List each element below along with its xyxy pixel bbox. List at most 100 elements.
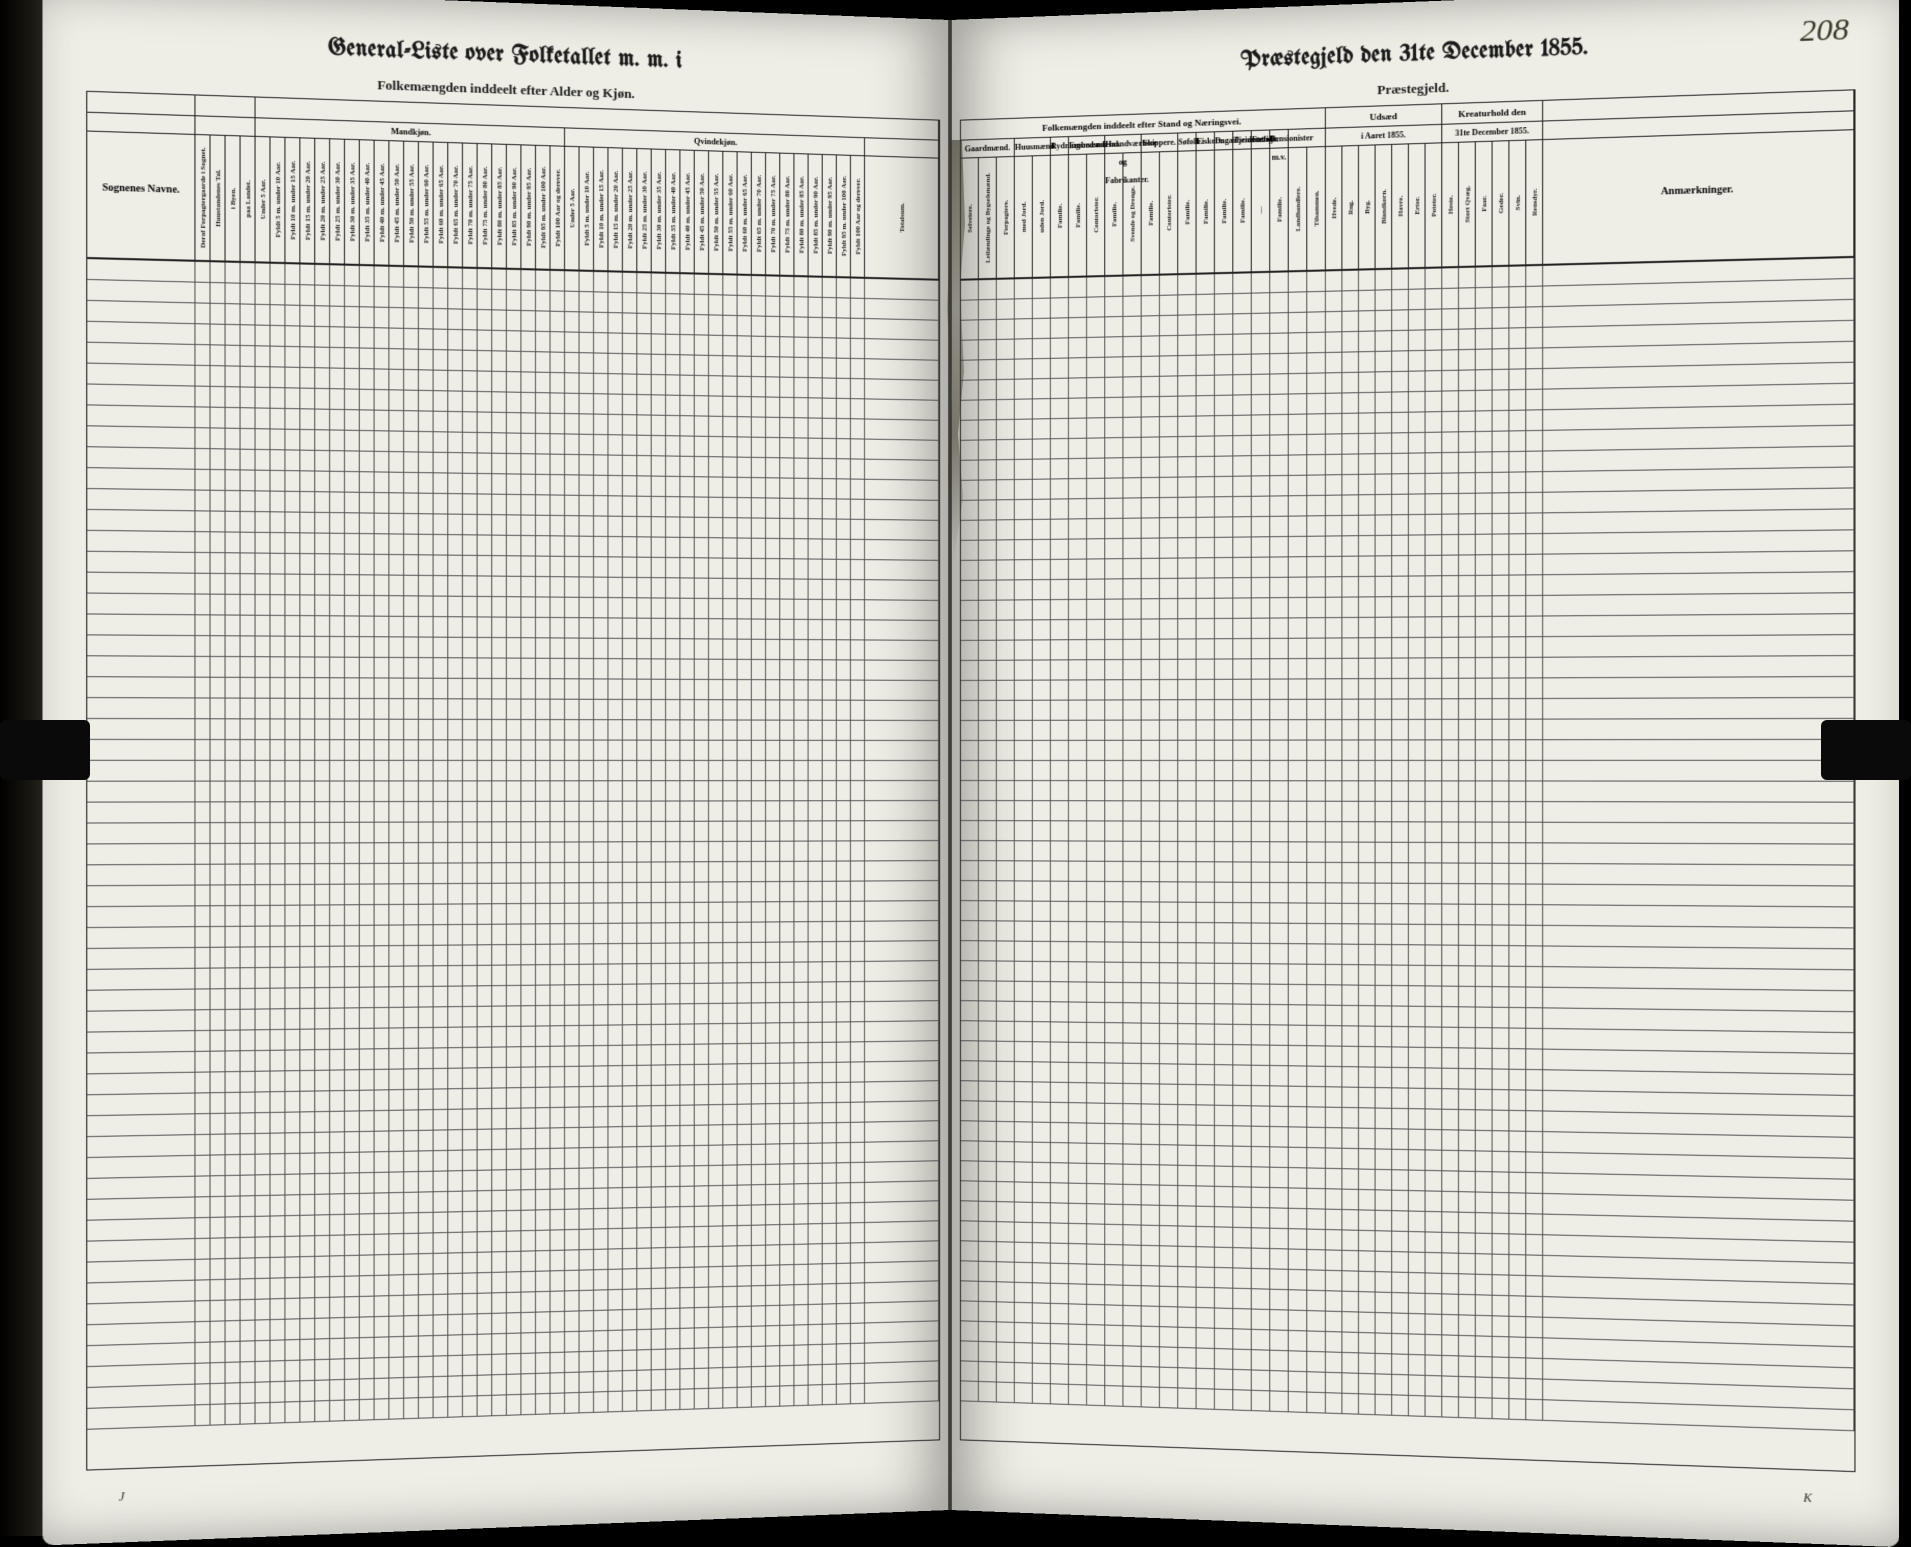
table-row — [87, 781, 939, 803]
table-row — [87, 698, 939, 721]
age-q-11: Fyldt 55 m. under 60 Aar. — [723, 152, 737, 274]
kreatur-subtitle: 31te December 1855. — [1442, 122, 1543, 143]
age-q-0: Under 5 Aar. — [565, 147, 579, 270]
kreatur-col-2: Faar. — [1476, 142, 1493, 266]
age-q-6: Fyldt 30 m. under 35 Aar. — [652, 150, 666, 272]
class-group: Embedsmænd. — [1069, 136, 1105, 154]
udsaed-col-4: Havre. — [1392, 144, 1409, 267]
udsaed-col-2: Byg. — [1359, 145, 1376, 268]
pre-col-1: Huustandenes Tal. — [211, 135, 226, 260]
left-page: General-Liste over Folketallet m. m. i F… — [43, 0, 950, 1545]
kreatur-col-4: Svin. — [1509, 141, 1526, 265]
age-m-7: Fyldt 35 m. under 40 Aar. — [360, 140, 375, 264]
udsaed-header: Udsæd — [1326, 104, 1442, 127]
age-q-10: Fyldt 50 m. under 55 Aar. — [709, 151, 723, 273]
class-col-16: — — [1252, 149, 1270, 271]
right-page: 208 Præstegjeld den 31te December 1855. … — [950, 0, 1899, 1547]
class-col-5: Familie. — [1051, 155, 1069, 276]
pre-col-0: Deraf Forpagtergaarde i Sognet. — [195, 135, 210, 260]
class-col-4: uden Jord. — [1033, 156, 1051, 277]
trail-col-0: Landhandlere. — [1289, 148, 1308, 271]
age-m-0: Under 5 Aar. — [256, 137, 271, 262]
age-m-12: Fyldt 60 m. under 65 Aar. — [434, 143, 449, 267]
age-m-4: Fyldt 20 m. under 25 Aar. — [315, 139, 330, 263]
age-q-15: Fyldt 75 m. under 80 Aar. — [780, 154, 794, 275]
udsaed-col-5: Erter. — [1409, 144, 1426, 267]
age-q-3: Fyldt 15 m. under 20 Aar. — [608, 148, 622, 271]
right-table-header: Folkemængden inddeelt efter Stand og Nær… — [961, 90, 1854, 280]
class-col-15: Familie. — [1233, 149, 1251, 271]
class-group: Fiskere. — [1197, 132, 1215, 150]
age-m-6: Fyldt 30 m. under 35 Aar. — [345, 140, 360, 264]
age-q-2: Fyldt 10 m. under 15 Aar. — [594, 148, 608, 271]
age-q-12: Fyldt 60 m. under 65 Aar. — [738, 152, 752, 274]
class-group: Pensionister m.v. — [1270, 130, 1289, 148]
class-group: Gaardmænd. — [961, 139, 1015, 158]
class-group: Huusmænd. — [1015, 138, 1051, 156]
class-col-10: Familie. — [1142, 152, 1160, 274]
left-table-header: Mandkjøn.Qvindekjøn. Sognenes Navne.Dera… — [87, 92, 939, 281]
udsaed-col-1: Rug. — [1342, 146, 1359, 269]
class-col-8: Familie. — [1105, 153, 1123, 275]
class-col-14: Familie. — [1215, 150, 1233, 272]
ledger-book: General-Liste over Folketallet m. m. i F… — [80, 20, 1860, 1510]
pre-col-3: paa Landet. — [241, 136, 256, 261]
table-row — [961, 761, 1854, 782]
table-row — [961, 801, 1854, 824]
left-foot-letter: J — [119, 1489, 125, 1505]
age-q-19: Fyldt 95 m. under 100 Aar. — [837, 155, 851, 276]
left-clip — [0, 720, 90, 780]
table-row — [961, 781, 1854, 803]
class-col-11: Contorister. — [1160, 152, 1178, 274]
class-col-7: Contorister. — [1087, 154, 1105, 275]
age-q-9: Fyldt 45 m. under 50 Aar. — [695, 151, 709, 273]
class-group: Dagarbeidere. — [1215, 132, 1233, 150]
age-m-10: Fyldt 50 m. under 55 Aar. — [404, 142, 419, 266]
table-row — [87, 719, 939, 741]
age-m-20: Fyldt 100 Aar og derover. — [551, 146, 566, 269]
kreatur-col-1: Stort Qvæg. — [1459, 142, 1476, 266]
age-m-2: Fyldt 10 m. under 15 Aar. — [285, 138, 300, 263]
left-table: Mandkjøn.Qvindekjøn. Sognenes Navne.Dera… — [86, 91, 940, 1471]
class-col-9: Svende og Drenge. — [1123, 153, 1141, 275]
class-group: Søfolk. — [1178, 133, 1196, 151]
age-m-18: Fyldt 90 m. under 95 Aar. — [521, 145, 536, 268]
class-group: Skippere. — [1142, 134, 1179, 152]
udsaed-col-6: Poteter. — [1426, 143, 1443, 267]
age-m-11: Fyldt 55 m. under 60 Aar. — [419, 142, 434, 266]
class-group: Fattige. — [1252, 130, 1270, 148]
age-q-1: Fyldt 5 m. under 10 Aar. — [580, 147, 594, 270]
right-foot-letter: K — [1803, 1490, 1812, 1506]
age-m-13: Fyldt 65 m. under 70 Aar. — [448, 143, 463, 267]
class-col-1: Leilændinge og Bygselsmænd. — [979, 158, 997, 279]
age-m-9: Fyldt 45 m. under 50 Aar. — [389, 141, 404, 265]
class-col-13: Familie. — [1197, 151, 1215, 273]
age-q-8: Fyldt 40 m. under 45 Aar. — [680, 150, 694, 272]
right-table: Folkemængden inddeelt efter Stand og Nær… — [960, 89, 1856, 1472]
trail-col-1: Tilsammen. — [1307, 147, 1326, 270]
class-col-6: Familie. — [1069, 155, 1087, 276]
totals-col: Totalsum. — [865, 156, 939, 278]
age-m-5: Fyldt 25 m. under 30 Aar. — [330, 139, 345, 263]
age-q-5: Fyldt 25 m. under 30 Aar. — [637, 149, 651, 271]
age-q-4: Fyldt 20 m. under 25 Aar. — [623, 149, 637, 271]
first-col: Sognenes Navne. — [87, 132, 195, 260]
table-row — [87, 761, 939, 782]
age-m-1: Fyldt 5 m. under 10 Aar. — [271, 137, 286, 262]
age-q-13: Fyldt 65 m. under 70 Aar. — [752, 153, 766, 275]
table-row — [87, 801, 939, 824]
page-number: 208 — [1800, 12, 1849, 49]
age-q-17: Fyldt 85 m. under 90 Aar. — [809, 155, 823, 276]
class-col-17: Familie. — [1270, 148, 1289, 271]
kreatur-col-5: Rensdyr. — [1526, 140, 1543, 264]
kreatur-col-3: Geder. — [1493, 141, 1510, 265]
class-group: Rydningsmænd. — [1051, 137, 1069, 155]
age-q-16: Fyldt 80 m. under 85 Aar. — [794, 154, 808, 275]
udsaed-col-0: Hvede. — [1326, 146, 1343, 269]
right-table-body — [961, 258, 1854, 1471]
age-q-7: Fyldt 35 m. under 40 Aar. — [666, 150, 680, 272]
left-table-body — [87, 259, 939, 1469]
age-q-14: Fyldt 70 m. under 75 Aar. — [766, 153, 780, 275]
kreatur-col-0: Heste. — [1442, 143, 1459, 267]
age-q-18: Fyldt 90 m. under 95 Aar. — [823, 155, 837, 276]
